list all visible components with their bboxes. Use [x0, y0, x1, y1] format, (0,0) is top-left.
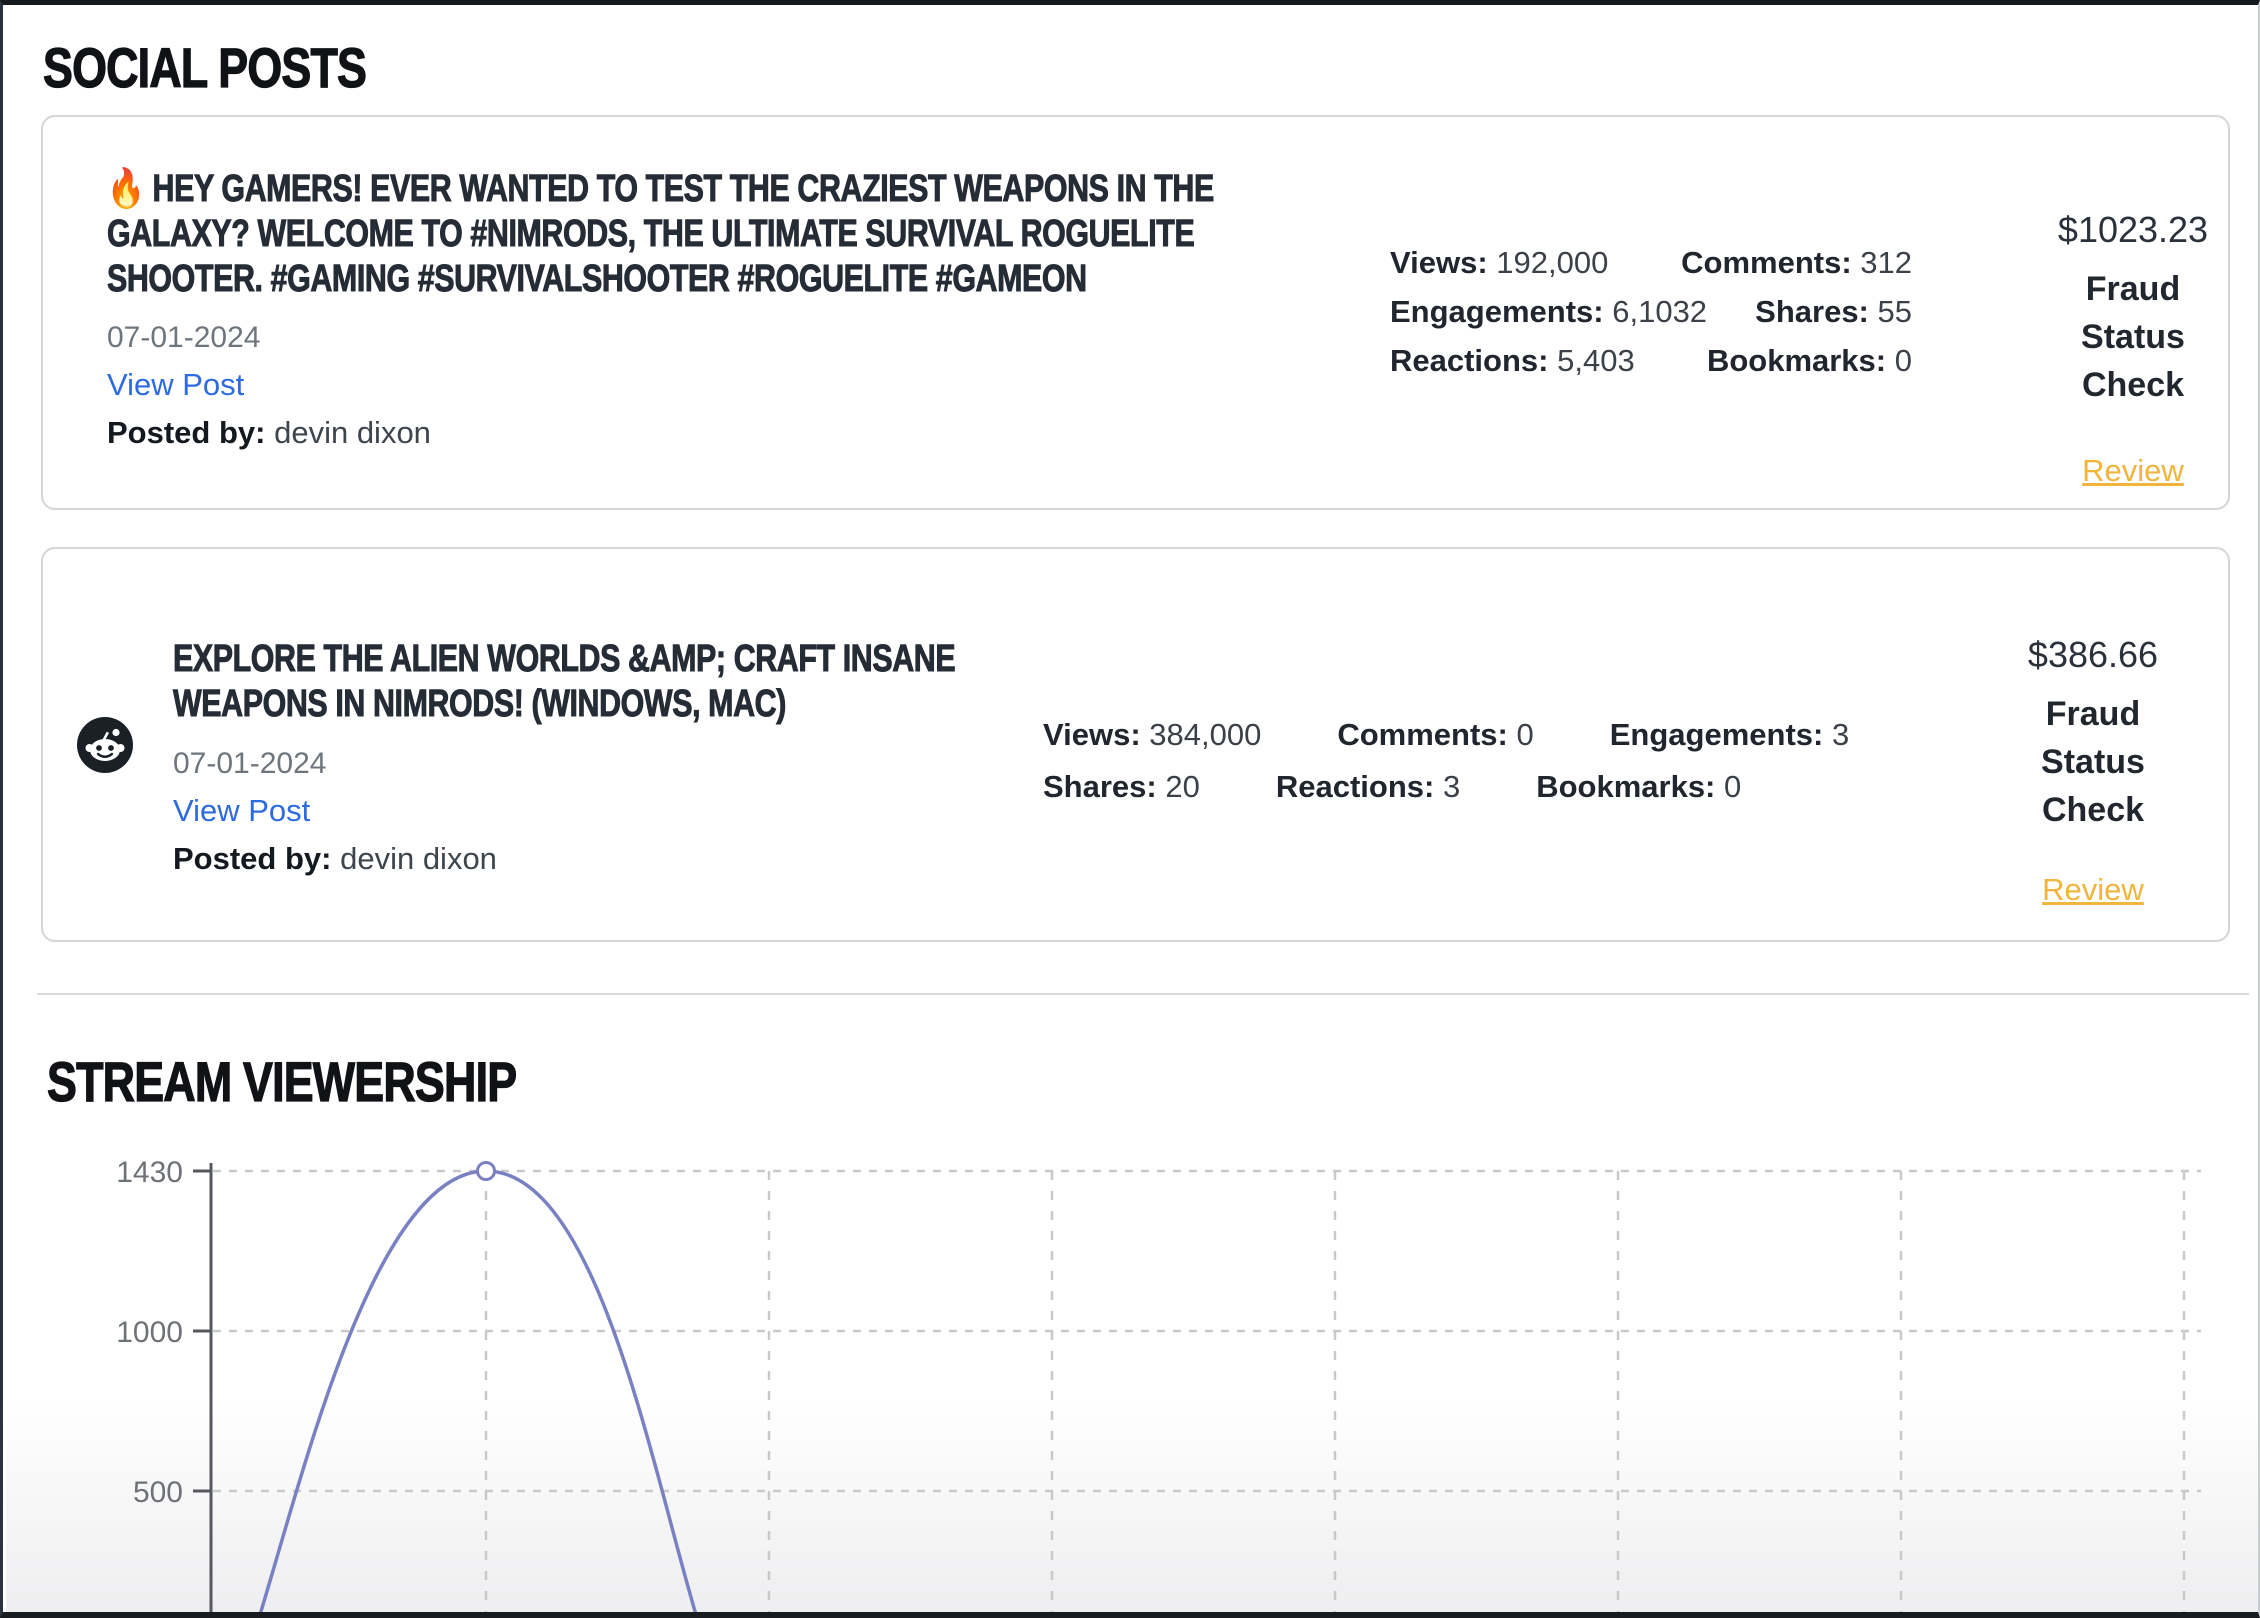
post-author: devin dixon [274, 415, 431, 450]
stat-shares: Shares: 55 [1755, 294, 1912, 329]
payout-amount: $386.66 [2027, 634, 2159, 675]
stat-engagements: Engagements: 3 [1609, 717, 1850, 752]
post-title: EXPLORE THE ALIEN WORLDS &AMP; CRAFT INS… [173, 638, 956, 726]
post-title: 🔥 HEY GAMERS! EVER WANTED TO TEST THE CR… [107, 167, 1355, 302]
review-link[interactable]: Review [2042, 872, 2144, 907]
viewership-line-series [258, 1169, 698, 1612]
peak-data-point-marker [476, 1161, 496, 1181]
stat-reactions: Reactions: 5,403 [1390, 343, 1635, 378]
stat-shares: Shares: 20 [1043, 769, 1200, 804]
stat-comments: Comments: 312 [1681, 245, 1912, 280]
stat-views: Views: 192,000 [1390, 245, 1609, 280]
y-axis-ticks [193, 1169, 211, 1493]
reddit-icon [77, 717, 133, 773]
fraud-status-check: Fraud Status Check [2041, 695, 2145, 829]
payout-amount: $1023.23 [2057, 209, 2209, 250]
post-author: devin dixon [340, 841, 497, 876]
view-post-link[interactable]: View Post [107, 367, 245, 402]
post-title-text: HEY GAMERS! EVER WANTED TO TEST THE CRAZ… [107, 168, 1215, 301]
social-post-card: EXPLORE THE ALIEN WORLDS &AMP; CRAFT INS… [41, 547, 2230, 942]
section-divider [37, 993, 2249, 995]
y-tick-labels: 1430 1000 500 [116, 1156, 183, 1509]
stat-comments: Comments: 0 [1337, 717, 1534, 752]
vertical-gridlines [484, 1171, 2186, 1612]
horizontal-gridlines [213, 1169, 2201, 1493]
social-posts-heading: SOCIAL POSTS [42, 35, 367, 99]
post-date: 07-01-2024 [107, 321, 261, 354]
posted-by-label: Posted by: [173, 841, 332, 876]
fraud-column: $386.66 Fraud Status Check Review [2003, 634, 2183, 908]
stat-bookmarks: Bookmarks: 0 [1706, 343, 1912, 378]
fraud-status-check: Fraud Status Check [2081, 270, 2185, 404]
social-post-card: 🔥 HEY GAMERS! EVER WANTED TO TEST THE CR… [41, 115, 2230, 510]
post-stats: Views: 192,000 Comments: 312 Engagements… [1390, 245, 1912, 392]
stat-views: Views: 384,000 [1043, 717, 1262, 752]
post-stats: Views: 384,000 Comments: 0 Engagements: … [1043, 717, 1849, 821]
stat-engagements: Engagements: 6,1032 [1390, 294, 1708, 329]
posted-by-label: Posted by: [107, 415, 266, 450]
y-tick-1430: 1430 [116, 1156, 183, 1189]
stat-bookmarks: Bookmarks: 0 [1536, 769, 1742, 804]
y-tick-500: 500 [133, 1476, 183, 1509]
fraud-column: $1023.23 Fraud Status Check Review [2043, 209, 2223, 489]
stream-viewership-heading: STREAM VIEWERSHIP [46, 1049, 517, 1113]
y-tick-1000: 1000 [116, 1316, 183, 1349]
fire-emoji: 🔥 [107, 168, 146, 211]
review-link[interactable]: Review [2082, 453, 2184, 488]
post-date: 07-01-2024 [173, 747, 327, 780]
posted-by: Posted by: devin dixon [173, 841, 497, 877]
posted-by: Posted by: devin dixon [107, 415, 431, 451]
view-post-link[interactable]: View Post [173, 793, 311, 828]
stat-reactions: Reactions: 3 [1275, 769, 1461, 804]
stream-viewership-chart: 1430 1000 500 [116, 1156, 2201, 1612]
chart-background-fade [6, 1395, 2258, 1612]
